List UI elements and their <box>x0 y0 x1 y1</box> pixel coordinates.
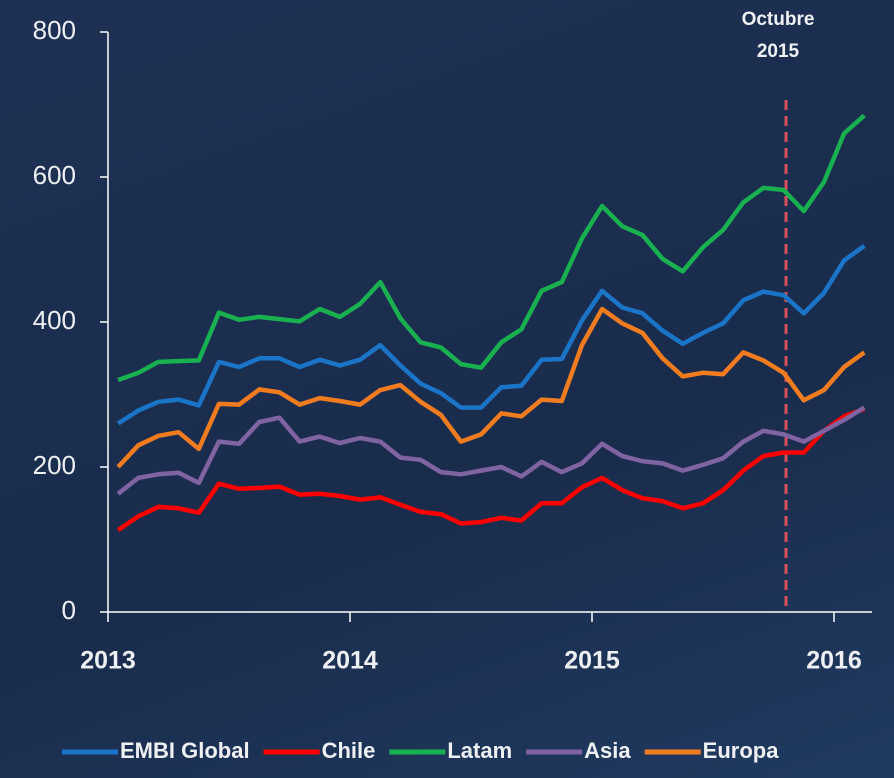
y-tick-label: 600 <box>33 160 76 190</box>
legend-label: Europa <box>703 738 780 763</box>
annotation: 2015 <box>757 41 800 62</box>
series-line <box>116 405 866 496</box>
legend-label: Chile <box>322 738 376 763</box>
annotation: Octubre <box>742 9 815 30</box>
x-tick-label: 2014 <box>322 647 378 675</box>
y-tick-label: 200 <box>33 450 76 480</box>
x-tick-label: 2013 <box>80 647 136 675</box>
series-line <box>117 113 866 383</box>
y-tick-label: 800 <box>33 15 76 45</box>
series-line <box>116 244 866 426</box>
x-tick-label: 2015 <box>564 647 620 675</box>
legend-label: Latam <box>447 738 512 763</box>
series-line <box>116 306 866 469</box>
legend-label: Asia <box>584 738 631 763</box>
x-tick-label: 2016 <box>806 647 862 675</box>
legend-label: EMBI Global <box>120 738 250 763</box>
y-tick-label: 0 <box>62 595 76 625</box>
y-tick-label: 400 <box>33 305 76 335</box>
series-line <box>116 406 866 532</box>
